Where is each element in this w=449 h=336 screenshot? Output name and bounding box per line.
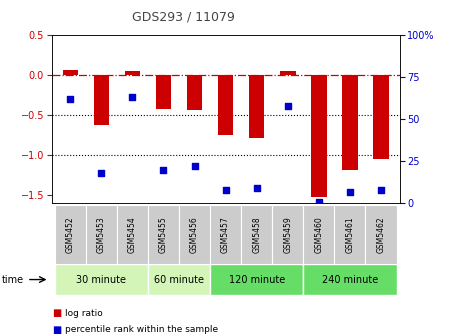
Point <box>253 185 260 191</box>
Bar <box>280 71 295 75</box>
Bar <box>86 205 117 264</box>
Bar <box>241 205 272 264</box>
Point <box>222 187 229 193</box>
Bar <box>249 75 264 138</box>
Bar <box>210 264 303 295</box>
Text: GSM5453: GSM5453 <box>97 216 106 253</box>
Text: log ratio: log ratio <box>65 309 103 318</box>
Bar <box>55 205 86 264</box>
Text: GSM5456: GSM5456 <box>190 216 199 253</box>
Bar <box>125 71 140 75</box>
Point <box>67 96 74 102</box>
Bar <box>210 205 241 264</box>
Text: GSM5461: GSM5461 <box>345 216 354 253</box>
Bar <box>218 75 233 135</box>
Bar <box>179 205 210 264</box>
Point <box>284 103 291 109</box>
Text: ■: ■ <box>52 308 61 318</box>
Bar <box>303 264 396 295</box>
Text: GSM5460: GSM5460 <box>314 216 323 253</box>
Bar <box>93 75 109 125</box>
Point <box>98 170 105 176</box>
Bar <box>365 205 396 264</box>
Bar <box>156 75 171 109</box>
Point <box>160 167 167 172</box>
Bar <box>335 205 365 264</box>
Bar <box>148 205 179 264</box>
Text: 120 minute: 120 minute <box>229 275 285 285</box>
Text: GDS293 / 11079: GDS293 / 11079 <box>132 10 235 23</box>
Bar <box>303 205 335 264</box>
Text: percentile rank within the sample: percentile rank within the sample <box>65 326 218 334</box>
Text: GSM5459: GSM5459 <box>283 216 292 253</box>
Point <box>377 187 384 193</box>
Bar <box>311 75 326 197</box>
Point <box>129 95 136 100</box>
Text: GSM5458: GSM5458 <box>252 216 261 253</box>
Bar <box>187 75 202 111</box>
Point <box>346 189 353 194</box>
Bar <box>148 264 210 295</box>
Bar <box>373 75 389 159</box>
Bar <box>117 205 148 264</box>
Text: 240 minute: 240 minute <box>322 275 378 285</box>
Text: GSM5462: GSM5462 <box>376 216 386 253</box>
Bar <box>62 70 78 75</box>
Text: time: time <box>2 275 24 285</box>
Bar <box>272 205 303 264</box>
Point <box>315 199 322 204</box>
Bar <box>55 264 148 295</box>
Text: ■: ■ <box>52 325 61 335</box>
Text: 30 minute: 30 minute <box>76 275 126 285</box>
Text: GSM5457: GSM5457 <box>221 216 230 253</box>
Bar <box>342 75 358 170</box>
Point <box>191 164 198 169</box>
Text: GSM5454: GSM5454 <box>128 216 137 253</box>
Text: GSM5455: GSM5455 <box>159 216 168 253</box>
Text: GSM5452: GSM5452 <box>66 216 75 253</box>
Text: 60 minute: 60 minute <box>154 275 204 285</box>
